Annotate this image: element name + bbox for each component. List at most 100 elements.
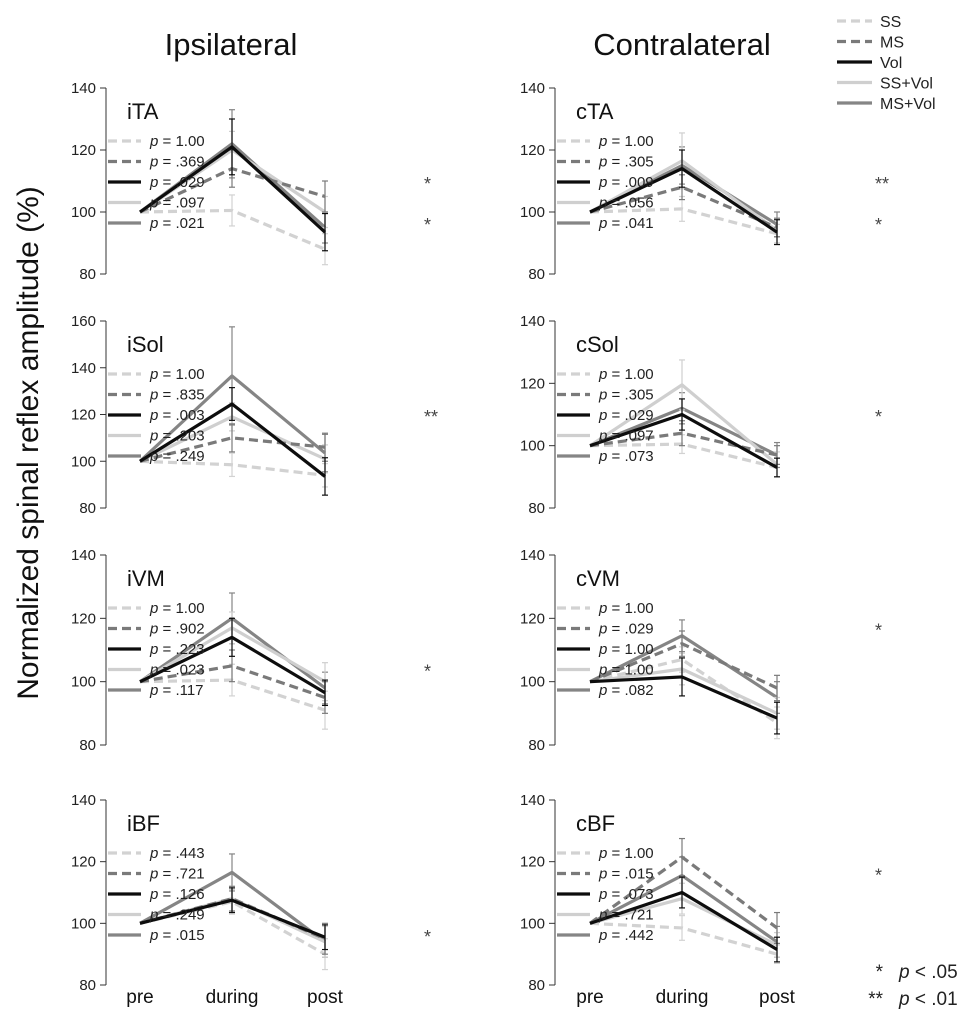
p-value-label: p = .029	[598, 621, 654, 638]
series-line	[589, 412, 778, 469]
y-tick-label: 80	[79, 977, 96, 994]
p-value-label: p = .015	[149, 927, 205, 944]
p-value-row: p = .223	[108, 641, 205, 658]
p-value-label: p = 1.00	[598, 641, 654, 658]
p-value-row: p = .029 *	[108, 174, 431, 194]
y-axis-label: Normalized spinal reflex amplitude (%)	[12, 186, 45, 700]
series-Vol	[589, 657, 780, 735]
y-tick-label: 100	[71, 915, 96, 932]
significance-symbol: *	[876, 962, 884, 983]
y-tick-label: 120	[71, 142, 96, 159]
series-line	[139, 459, 326, 477]
series-line	[139, 664, 326, 700]
series-line	[589, 921, 778, 956]
y-tick-label: 80	[528, 266, 545, 283]
y-tick-label: 80	[79, 737, 96, 754]
panel-label: cVM	[576, 566, 620, 591]
y-tick-label: 120	[520, 142, 545, 159]
p-value-label: p = .015	[598, 866, 654, 883]
p-value-row: p = .721	[557, 907, 654, 924]
p-value-label: p = .203	[149, 428, 205, 445]
panel-label: iBF	[127, 811, 160, 836]
x-tick-label: pre	[576, 987, 603, 1008]
p-value-label: p = 1.00	[598, 366, 654, 383]
series-Vol	[139, 617, 328, 707]
series-line	[589, 167, 778, 234]
p-value-label: p = .369	[149, 154, 205, 171]
p-value-label: p = .249	[149, 448, 205, 465]
p-value-row: p = .203	[108, 428, 205, 445]
series-line	[139, 208, 326, 251]
p-value-label: p = .056	[598, 195, 654, 212]
p-value-row: p = .249	[108, 448, 205, 465]
series-Vol	[589, 876, 780, 963]
y-tick-label: 100	[71, 674, 96, 691]
y-tick-label: 100	[520, 204, 545, 221]
y-tick-label: 100	[520, 438, 545, 455]
p-value-label: p = .249	[149, 907, 205, 924]
significance-marker: *	[424, 215, 431, 235]
y-tick-label: 80	[528, 977, 545, 994]
series-SS	[589, 915, 780, 965]
p-value-label: p = .305	[598, 387, 654, 404]
p-value-row: p = .023 *	[108, 662, 431, 682]
p-value-row: p = .073	[557, 448, 654, 465]
p-value-label: p = .009	[598, 174, 654, 191]
significance-marker: *	[875, 215, 882, 235]
p-value-label: p = 1.00	[149, 600, 205, 617]
series-line	[589, 675, 778, 720]
p-value-label: p = .126	[149, 886, 205, 903]
legend-item: MS	[837, 35, 904, 52]
p-value-row: p = .249	[108, 907, 205, 924]
p-value-row: p = 1.00	[557, 133, 654, 150]
panel-label: iSol	[127, 332, 164, 357]
panel-label: cBF	[576, 811, 615, 836]
series-Vol	[589, 149, 780, 246]
series-Vol	[139, 118, 328, 252]
significance-key-item: * p < .05	[876, 962, 958, 983]
y-tick-label: 140	[520, 792, 545, 809]
series-line	[589, 207, 778, 236]
legend-item: SS	[837, 14, 901, 31]
series-line	[138, 374, 327, 463]
p-value-row: p = 1.00	[557, 600, 654, 617]
p-value-label: p = .305	[598, 154, 654, 171]
legend: SS MS Vol SS+Vol MS+Vol	[837, 14, 936, 113]
p-value-row: p = .015 *	[557, 866, 882, 886]
p-value-label: p = .443	[149, 845, 205, 862]
p-value-label: p = .029	[149, 174, 205, 191]
p-value-label: p = .029	[598, 407, 654, 424]
y-tick-label: 120	[71, 610, 96, 627]
p-value-label: p = .721	[149, 866, 205, 883]
p-value-row: p = .029 *	[557, 621, 882, 641]
x-tick-label: during	[206, 987, 259, 1008]
y-tick-label: 120	[520, 854, 545, 871]
significance-marker: *	[424, 662, 431, 682]
p-value-row: p = .073	[557, 886, 654, 903]
y-tick-label: 80	[528, 500, 545, 517]
p-value-label: p = .835	[149, 387, 205, 404]
y-tick-label: 140	[71, 360, 96, 377]
p-value-row: p = 1.00	[557, 845, 654, 862]
legend-label: Vol	[880, 55, 902, 72]
panel-iBF: 80 100 120 140 iBF p = .443 p = .721 p = .126 p …	[71, 792, 431, 1008]
y-tick-label: 120	[520, 610, 545, 627]
significance-marker: **	[875, 174, 889, 194]
series-line	[139, 870, 326, 944]
y-tick-label: 120	[520, 375, 545, 392]
series-line	[589, 890, 778, 951]
y-tick-label: 140	[71, 792, 96, 809]
p-value-label: p = .021	[149, 215, 205, 232]
p-value-label: p = .721	[598, 907, 654, 924]
p-value-label: p = 1.00	[149, 366, 205, 383]
series-Vol	[589, 398, 780, 478]
panel-label: iTA	[127, 99, 159, 124]
series-line	[589, 185, 778, 229]
y-tick-label: 100	[520, 915, 545, 932]
p-value-row: p = 1.00	[557, 662, 654, 679]
